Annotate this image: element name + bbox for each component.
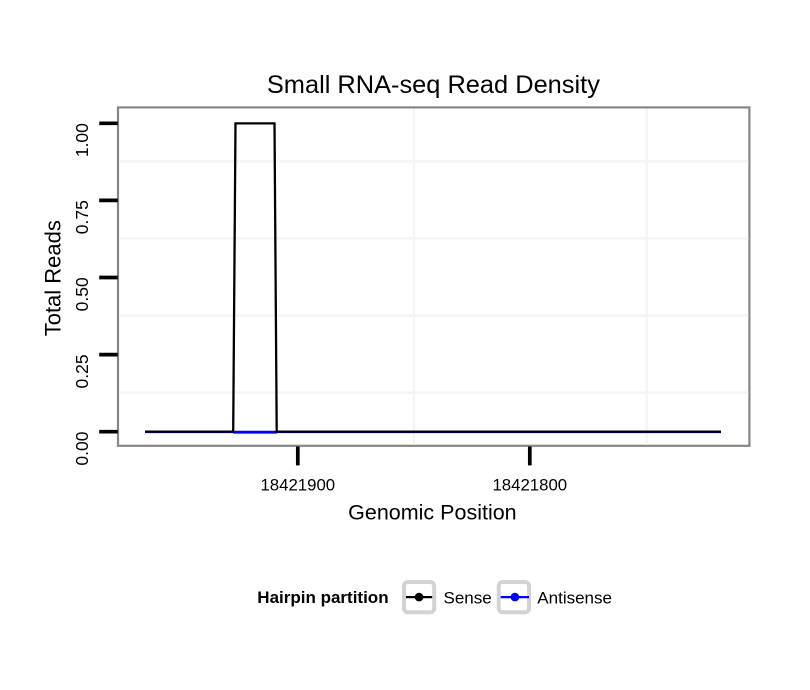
- svg-text:18421800: 18421800: [492, 476, 567, 495]
- svg-text:Total Reads: Total Reads: [41, 220, 66, 336]
- svg-text:Genomic Position: Genomic Position: [348, 501, 517, 525]
- svg-text:1.00: 1.00: [72, 123, 92, 157]
- svg-text:0.50: 0.50: [72, 277, 92, 311]
- svg-text:0.75: 0.75: [72, 200, 92, 234]
- svg-text:Antisense: Antisense: [537, 588, 612, 607]
- svg-text:Small RNA-seq Read Density: Small RNA-seq Read Density: [267, 71, 600, 99]
- svg-text:0.25: 0.25: [72, 354, 92, 388]
- svg-text:18421900: 18421900: [260, 476, 335, 495]
- svg-text:Hairpin partition: Hairpin partition: [257, 588, 388, 607]
- svg-text:Sense: Sense: [444, 588, 492, 607]
- svg-text:0.00: 0.00: [72, 431, 92, 465]
